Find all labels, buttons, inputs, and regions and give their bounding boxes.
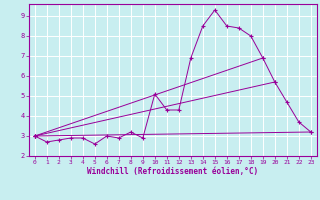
X-axis label: Windchill (Refroidissement éolien,°C): Windchill (Refroidissement éolien,°C) [87,167,258,176]
